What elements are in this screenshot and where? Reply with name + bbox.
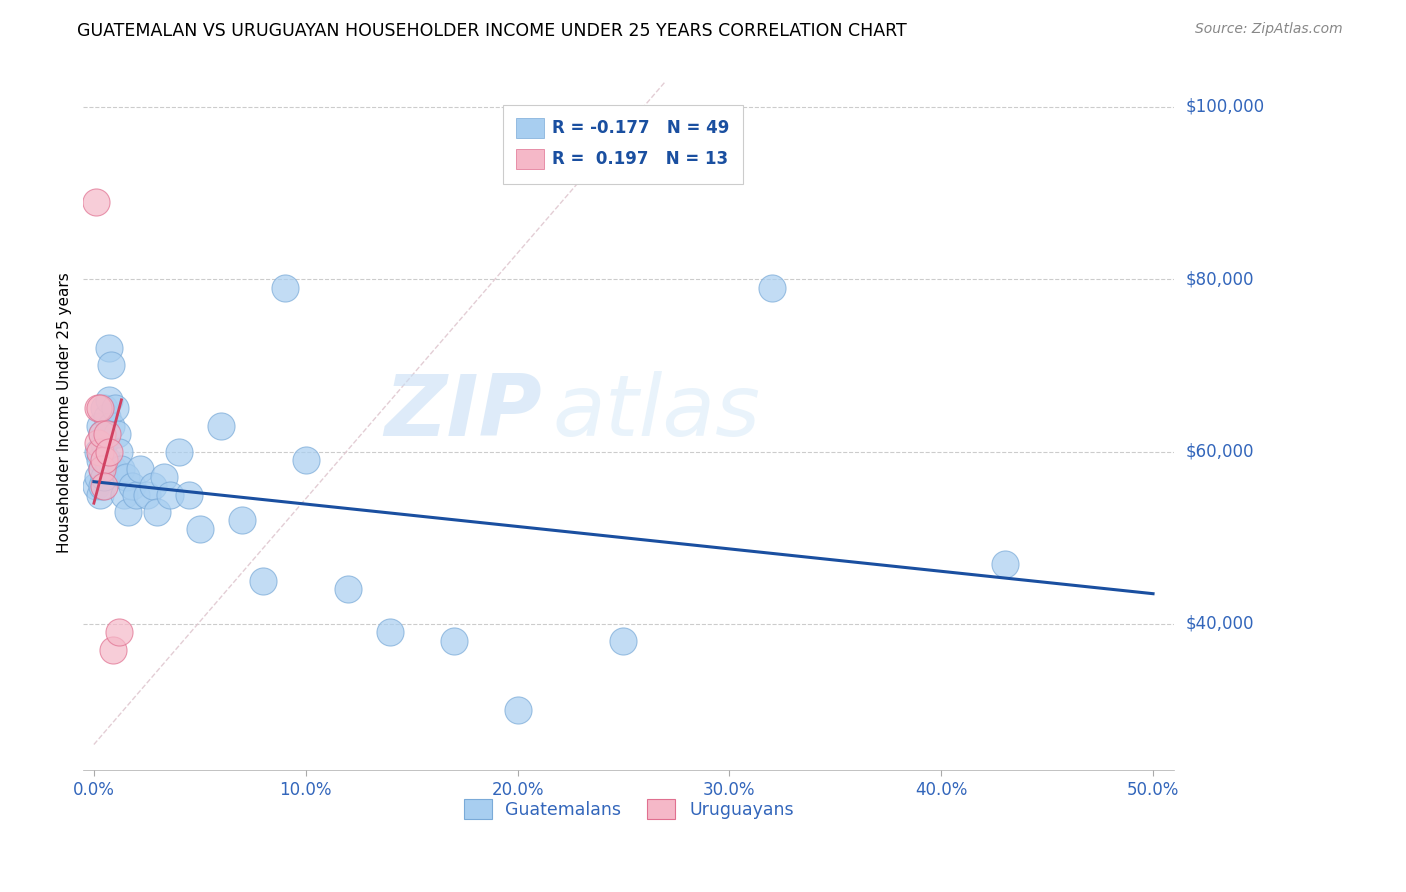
Point <box>142 479 165 493</box>
Text: $60,000: $60,000 <box>1185 442 1254 460</box>
Point <box>179 487 201 501</box>
Point <box>101 642 124 657</box>
Point <box>612 634 634 648</box>
Text: $80,000: $80,000 <box>1185 270 1254 288</box>
Point <box>87 436 110 450</box>
Point <box>93 401 115 416</box>
Point <box>252 574 274 588</box>
Point <box>337 582 360 597</box>
Point <box>91 479 114 493</box>
Text: $100,000: $100,000 <box>1185 98 1264 116</box>
Text: R =  0.197   N = 13: R = 0.197 N = 13 <box>553 150 728 168</box>
Point <box>91 427 114 442</box>
Point <box>117 505 139 519</box>
Point <box>87 470 110 484</box>
Point <box>97 341 120 355</box>
Point <box>84 479 107 493</box>
Legend: Guatemalans, Uruguayans: Guatemalans, Uruguayans <box>457 792 800 826</box>
Point <box>129 462 152 476</box>
Point <box>101 462 124 476</box>
Point <box>159 487 181 501</box>
Point <box>97 444 120 458</box>
Point <box>89 487 111 501</box>
Point <box>96 427 118 442</box>
Text: atlas: atlas <box>553 371 761 454</box>
Text: R = -0.177   N = 49: R = -0.177 N = 49 <box>553 120 730 137</box>
Point <box>93 436 115 450</box>
Point <box>443 634 465 648</box>
Point <box>380 625 402 640</box>
Point <box>506 703 529 717</box>
Point <box>89 444 111 458</box>
Point <box>994 557 1017 571</box>
Point <box>89 418 111 433</box>
Point <box>93 470 115 484</box>
Point <box>146 505 169 519</box>
Point <box>89 453 111 467</box>
Bar <box>516 118 544 138</box>
Point <box>135 487 157 501</box>
Text: GUATEMALAN VS URUGUAYAN HOUSEHOLDER INCOME UNDER 25 YEARS CORRELATION CHART: GUATEMALAN VS URUGUAYAN HOUSEHOLDER INCO… <box>77 22 907 40</box>
Point <box>97 392 120 407</box>
Point <box>114 470 136 484</box>
Point <box>108 444 131 458</box>
Point <box>100 418 122 433</box>
Point <box>188 522 211 536</box>
Point <box>91 427 114 442</box>
Point <box>91 462 114 476</box>
Point <box>125 487 148 501</box>
Point <box>100 359 122 373</box>
Point <box>96 453 118 467</box>
Point <box>96 410 118 425</box>
Point <box>231 513 253 527</box>
Point <box>167 444 190 458</box>
Point <box>273 281 295 295</box>
Point <box>121 479 143 493</box>
Point <box>108 625 131 640</box>
Text: ZIP: ZIP <box>384 371 541 454</box>
Point <box>93 479 115 493</box>
Text: $40,000: $40,000 <box>1185 615 1254 632</box>
Bar <box>516 149 544 169</box>
Text: Source: ZipAtlas.com: Source: ZipAtlas.com <box>1195 22 1343 37</box>
Point <box>110 462 132 476</box>
Point <box>93 453 115 467</box>
Point <box>89 401 111 416</box>
Point <box>87 444 110 458</box>
Point <box>209 418 232 433</box>
Point <box>87 401 110 416</box>
Point <box>105 427 128 442</box>
Point <box>761 281 783 295</box>
Point <box>112 487 135 501</box>
Point <box>84 194 107 209</box>
Bar <box>503 105 744 184</box>
Point <box>91 462 114 476</box>
Point <box>104 401 127 416</box>
Point <box>294 453 316 467</box>
Y-axis label: Householder Income Under 25 years: Householder Income Under 25 years <box>58 272 72 553</box>
Point <box>152 470 174 484</box>
